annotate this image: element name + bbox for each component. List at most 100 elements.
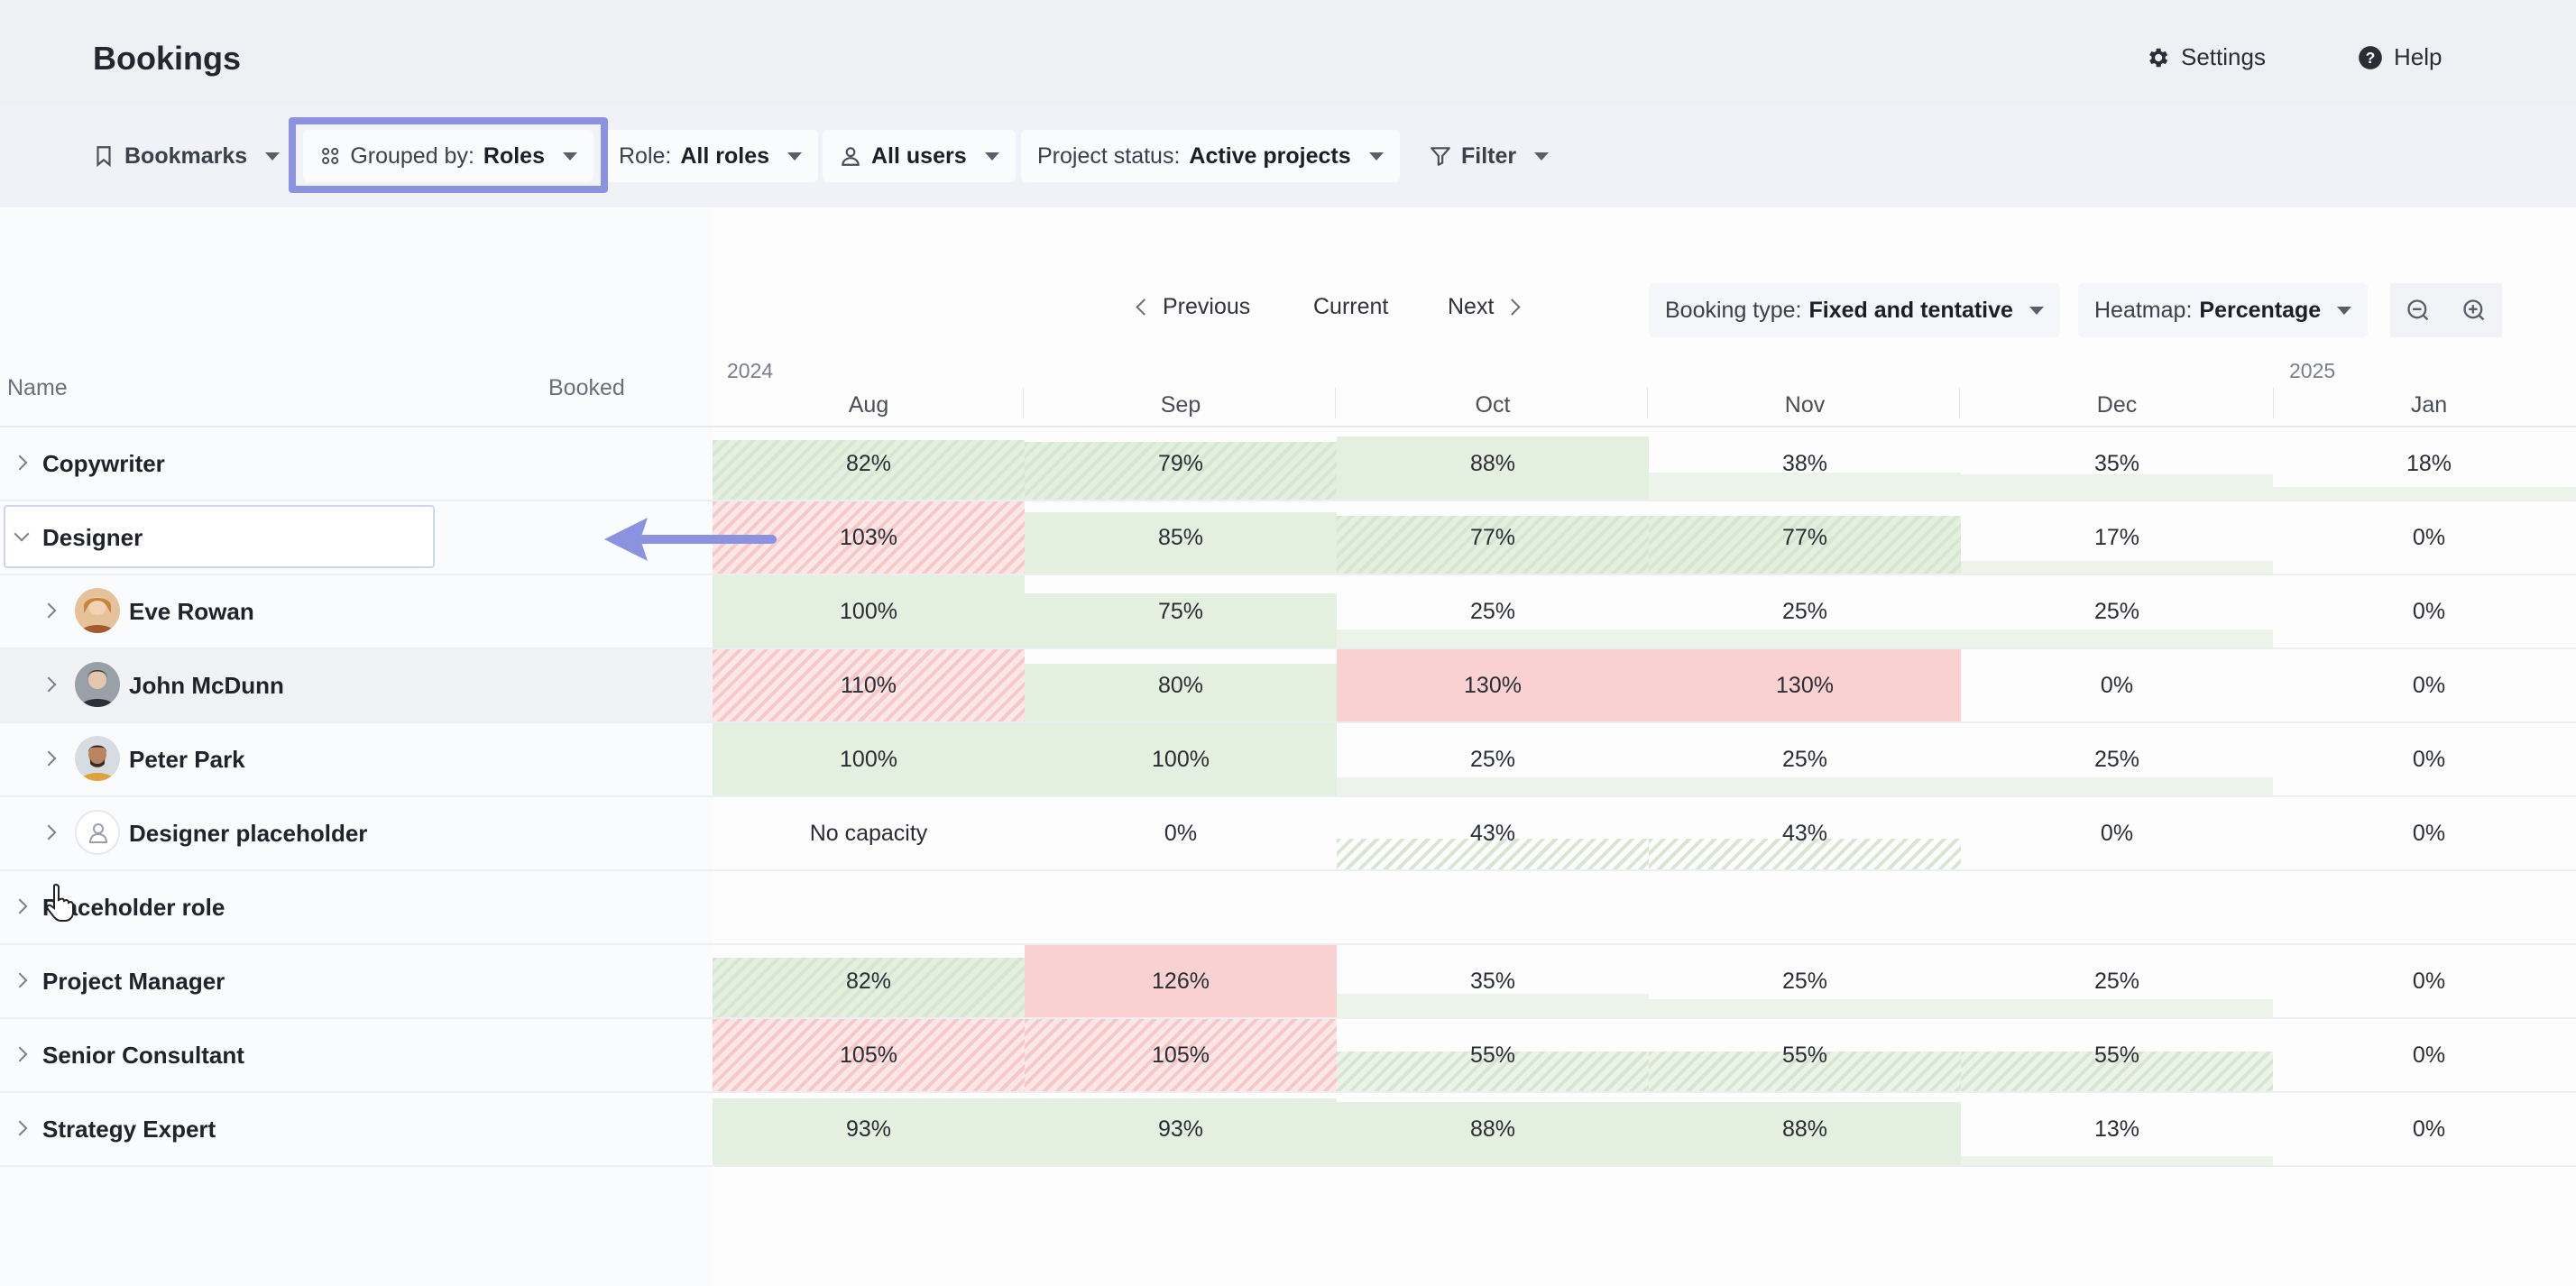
row-label-cell[interactable]: Project Manager [0, 945, 713, 1017]
table-row[interactable]: Peter Park 100% 100% 25% 25% 25% 0% [0, 723, 2576, 797]
heatmap-cell[interactable]: 85% [1025, 501, 1337, 574]
zoom-in-button[interactable] [2446, 283, 2502, 337]
heatmap-cell[interactable]: 55% [1649, 1019, 1961, 1091]
heatmap-cell[interactable]: 25% [1649, 723, 1961, 795]
heatmap-cell[interactable]: 0% [1961, 649, 2273, 721]
heatmap-cell[interactable]: 25% [1961, 945, 2273, 1017]
heatmap-cell[interactable]: 35% [1961, 427, 2273, 500]
users-dropdown[interactable]: All users [823, 130, 1016, 182]
chevron-right-icon[interactable] [12, 1120, 28, 1136]
table-row[interactable]: Copywriter 82% 79% 88% 38% 35% 18% [0, 427, 2576, 501]
row-label-cell[interactable]: Copywriter [0, 427, 713, 500]
heatmap-cell[interactable]: 25% [1961, 575, 2273, 648]
heatmap-cell[interactable]: 25% [1649, 945, 1961, 1017]
chevron-right-icon[interactable] [41, 602, 57, 619]
heatmap-dropdown[interactable]: Heatmap: Percentage [2078, 283, 2369, 337]
heatmap-cell[interactable]: 105% [1025, 1019, 1337, 1091]
heatmap-cell[interactable]: 79% [1025, 427, 1337, 500]
table-row[interactable]: Senior Consultant 105% 105% 55% 55% 55% … [0, 1019, 2576, 1093]
heatmap-cell[interactable]: 130% [1337, 649, 1649, 721]
heatmap-cell[interactable]: 0% [2273, 797, 2576, 869]
heatmap-cell[interactable]: 55% [1337, 1019, 1649, 1091]
column-header-name[interactable]: Name [7, 375, 68, 400]
heatmap-cell[interactable]: 0% [1025, 797, 1337, 869]
heatmap-cell[interactable]: 25% [1337, 575, 1649, 648]
chevron-right-icon[interactable] [41, 676, 57, 693]
row-label-cell[interactable]: Placeholder role [0, 871, 713, 943]
heatmap-cell[interactable]: 13% [1961, 1093, 2273, 1165]
table-row[interactable]: Strategy Expert 93% 93% 88% 88% 13% 0% [0, 1093, 2576, 1167]
row-label-cell[interactable]: Senior Consultant [0, 1019, 713, 1091]
column-header-booked[interactable]: Booked [548, 375, 625, 400]
role-dropdown[interactable]: Role: All roles [603, 130, 819, 182]
heatmap-cell[interactable]: 82% [713, 427, 1025, 500]
heatmap-cell[interactable]: 0% [2273, 723, 2576, 795]
heatmap-cell[interactable]: 88% [1337, 427, 1649, 500]
heatmap-cell[interactable]: 18% [2273, 427, 2576, 500]
heatmap-cell[interactable]: 110% [713, 649, 1025, 721]
heatmap-cell[interactable]: 75% [1025, 575, 1337, 648]
heatmap-cell[interactable]: 130% [1649, 649, 1961, 721]
heatmap-cell[interactable]: 0% [2273, 501, 2576, 574]
table-row[interactable]: Placeholder role [0, 871, 2576, 945]
table-row[interactable]: John McDunn 110% 80% 130% 130% 0% 0% [0, 649, 2576, 723]
next-button[interactable]: Next [1448, 294, 1522, 320]
heatmap-cell[interactable]: 0% [2273, 945, 2576, 1017]
chevron-right-icon[interactable] [12, 1046, 28, 1062]
row-label-cell[interactable]: Designer [0, 501, 713, 574]
heatmap-cell[interactable]: 82% [713, 945, 1025, 1017]
grouped-by-dropdown[interactable]: Grouped by: Roles [303, 130, 593, 182]
heatmap-cell[interactable]: 0% [2273, 649, 2576, 721]
row-label-cell[interactable]: Peter Park [0, 723, 713, 795]
chevron-right-icon[interactable] [41, 824, 57, 840]
previous-button[interactable]: Previous [1136, 294, 1250, 320]
table-row[interactable]: Eve Rowan 100% 75% 25% 25% 25% 0% [0, 575, 2576, 649]
settings-link[interactable]: Settings [2145, 43, 2266, 71]
heatmap-cell[interactable]: No capacity [713, 797, 1025, 869]
row-label-cell[interactable]: Eve Rowan [0, 575, 713, 648]
heatmap-cell[interactable]: 0% [2273, 1019, 2576, 1091]
heatmap-cell[interactable]: 77% [1337, 501, 1649, 574]
heatmap-cell[interactable]: 38% [1649, 427, 1961, 500]
heatmap-cell[interactable]: 55% [1961, 1019, 2273, 1091]
heatmap-cell[interactable]: 80% [1025, 649, 1337, 721]
row-label-cell[interactable]: John McDunn [0, 649, 713, 721]
heatmap-cell[interactable]: 77% [1649, 501, 1961, 574]
heatmap-cell[interactable]: 0% [2273, 575, 2576, 648]
help-link[interactable]: ? Help [2358, 43, 2442, 71]
heatmap-cell[interactable]: 88% [1649, 1093, 1961, 1165]
heatmap-cell[interactable]: 17% [1961, 501, 2273, 574]
heatmap-cell[interactable]: 43% [1337, 797, 1649, 869]
chevron-right-icon[interactable] [41, 750, 57, 767]
chevron-right-icon[interactable] [12, 455, 28, 471]
project-status-dropdown[interactable]: Project status: Active projects [1021, 130, 1400, 182]
row-label-cell[interactable]: Designer placeholder [0, 797, 713, 869]
heatmap-cell[interactable]: 25% [1961, 723, 2273, 795]
heatmap-cell[interactable]: 0% [1961, 797, 2273, 869]
table-row[interactable]: Designer placeholder No capacity 0% 43% … [0, 797, 2576, 871]
chevron-right-icon[interactable] [12, 898, 28, 914]
heatmap-cell[interactable]: 93% [1025, 1093, 1337, 1165]
heatmap-cell[interactable]: 93% [713, 1093, 1025, 1165]
heatmap-cell[interactable]: 100% [713, 575, 1025, 648]
heatmap-cell[interactable]: 35% [1337, 945, 1649, 1017]
heatmap-cell[interactable]: 43% [1649, 797, 1961, 869]
heatmap-cell[interactable]: 88% [1337, 1093, 1649, 1165]
heatmap-cell[interactable]: 100% [1025, 723, 1337, 795]
booking-type-dropdown[interactable]: Booking type: Fixed and tentative [1649, 283, 2060, 337]
table-row[interactable]: Designer 103% 85% 77% 77% 17% 0% [0, 501, 2576, 575]
chevron-right-icon[interactable] [12, 972, 28, 988]
heatmap-cell[interactable]: 126% [1025, 945, 1337, 1017]
row-label-cell[interactable]: Strategy Expert [0, 1093, 713, 1165]
heatmap-cell[interactable]: 25% [1649, 575, 1961, 648]
bookmarks-dropdown[interactable]: Bookmarks [76, 130, 296, 182]
table-row[interactable]: Project Manager 82% 126% 35% 25% 25% 0% [0, 945, 2576, 1019]
heatmap-cell[interactable]: 100% [713, 723, 1025, 795]
heatmap-cell[interactable]: 105% [713, 1019, 1025, 1091]
heatmap-cell[interactable]: 103% [713, 501, 1025, 574]
heatmap-cell[interactable]: 25% [1337, 723, 1649, 795]
current-button[interactable]: Current [1313, 294, 1388, 320]
filter-dropdown[interactable]: Filter [1412, 130, 1565, 182]
heatmap-cell[interactable]: 0% [2273, 1093, 2576, 1165]
zoom-out-button[interactable] [2390, 283, 2446, 337]
